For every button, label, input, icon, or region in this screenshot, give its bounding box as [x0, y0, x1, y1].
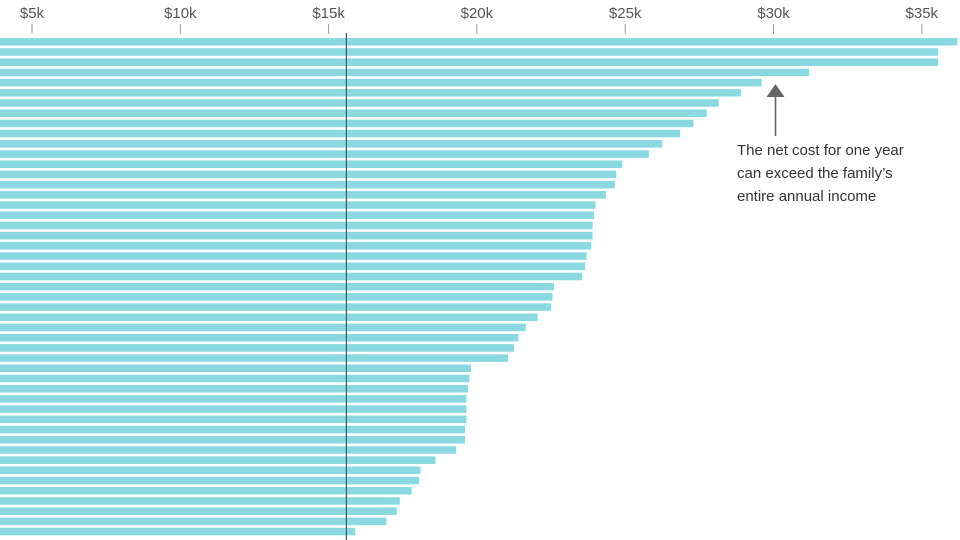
bar [0, 364, 471, 373]
bar [0, 150, 649, 158]
bar [0, 180, 615, 189]
bar [0, 99, 719, 107]
bar [0, 262, 586, 271]
bar [0, 38, 958, 46]
bar [0, 140, 663, 148]
bar [0, 456, 436, 464]
bar [0, 89, 741, 97]
bar [0, 323, 526, 332]
bar [0, 384, 468, 393]
x-tick-label: $25k [609, 5, 642, 22]
bar [0, 466, 421, 475]
x-tick-label: $20k [461, 5, 494, 22]
bar [0, 303, 552, 311]
bar [0, 507, 397, 515]
annotation-line: can exceed the family’s [737, 165, 893, 182]
bar [0, 333, 519, 342]
bar [0, 415, 467, 424]
x-tick-label: $10k [164, 5, 197, 22]
bar [0, 313, 538, 322]
bar [0, 527, 356, 536]
bar [0, 231, 593, 240]
x-tick-label: $30k [757, 5, 790, 22]
bar [0, 252, 587, 260]
bar [0, 129, 681, 138]
bar [0, 78, 762, 87]
bar [0, 395, 467, 403]
bar [0, 344, 514, 352]
bar [0, 170, 617, 179]
bars-layer [0, 38, 958, 536]
bar [0, 282, 555, 291]
bar [0, 160, 623, 168]
bar [0, 109, 707, 117]
bar [0, 517, 387, 526]
bar [0, 486, 412, 495]
bar [0, 435, 466, 444]
bar [0, 497, 400, 505]
bar [0, 374, 470, 383]
annotation-text: The net cost for one year can exceed the… [737, 139, 952, 208]
bar [0, 476, 420, 485]
bar [0, 211, 595, 220]
bar [0, 221, 593, 230]
bar [0, 293, 553, 301]
annotation-arrow-layer [766, 84, 785, 136]
bar [0, 446, 457, 454]
annotation-line: The net cost for one year [737, 142, 904, 159]
bar [0, 191, 606, 199]
bar [0, 201, 596, 209]
x-axis-ticks: $5k $10k $15k $20k $25k $30k $35k [20, 5, 939, 34]
x-tick-label: $5k [20, 5, 45, 22]
annotation-arrow-head [766, 84, 785, 97]
bar [0, 68, 810, 77]
bar [0, 48, 939, 56]
bar [0, 242, 592, 250]
bar [0, 58, 939, 66]
bar [0, 272, 583, 281]
x-tick-label: $15k [312, 5, 345, 22]
bar [0, 425, 466, 434]
bar [0, 405, 467, 413]
annotation-line: entire annual income [737, 188, 877, 205]
bar [0, 354, 509, 362]
x-tick-label: $35k [906, 5, 939, 22]
